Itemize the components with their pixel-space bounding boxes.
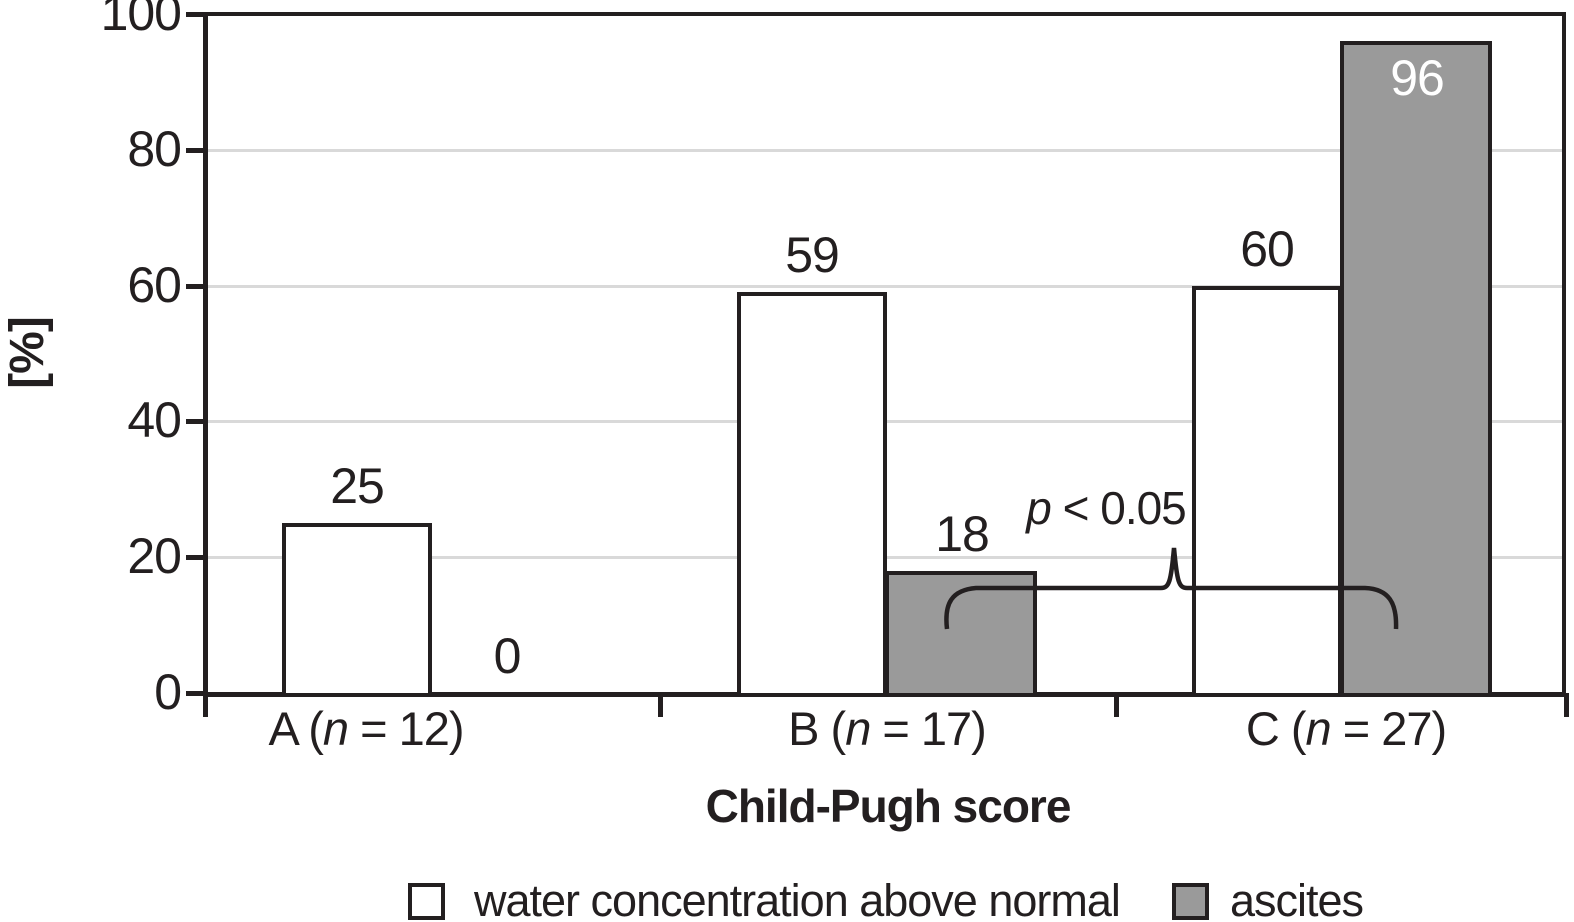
x-category-label: A (n = 12) [268,702,464,755]
y-tick-label-40: 40 [127,392,182,448]
value-label: 59 [785,227,840,283]
y-tick-label-80: 80 [127,121,182,177]
y-tick-40 [186,419,205,424]
x-tick-2 [1114,693,1119,717]
y-tick-60 [186,284,205,289]
value-label: 0 [493,628,522,684]
legend-label-water-concentration: water concentration above normal [474,875,1121,922]
x-category-label: B (n = 17) [788,702,987,755]
gridline-80 [205,149,1566,152]
gridline-60 [205,285,1566,288]
p-symbol: p [1026,482,1052,534]
bar-water-C [1192,286,1342,697]
y-tick-label-60: 60 [127,257,182,313]
y-tick-label-0: 0 [154,664,182,720]
legend-label-ascites: ascites [1230,875,1364,922]
y-tick-100 [186,12,205,17]
x-tick-0 [203,693,208,717]
bar-ascites-C [1340,41,1492,697]
y-tick-20 [186,555,205,560]
p-value-text: < 0.05 [1050,482,1187,534]
y-tick-80 [186,148,205,153]
value-label: 25 [330,458,385,514]
legend-swatch-water-concentration [408,883,445,920]
x-tick-3 [1564,693,1569,717]
x-category-label: C (n = 27) [1245,702,1447,755]
y-tick-label-100: 100 [100,0,182,41]
bar-water-A [282,523,432,697]
y-tick-0 [186,691,205,696]
n-symbol: n [845,702,871,755]
bar-ascites-B [885,571,1037,697]
value-label: 60 [1240,221,1295,277]
bar-water-B [737,292,887,697]
p-value-annotation: p < 0.05 [1006,484,1206,532]
legend-swatch-ascites [1172,883,1209,920]
n-symbol: n [322,702,349,755]
value-label: 96 [1390,50,1445,106]
x-tick-1 [658,693,663,717]
y-tick-label-20: 20 [127,528,182,584]
x-axis-title: Child-Pugh score [705,780,1072,832]
n-symbol: n [1305,702,1332,755]
